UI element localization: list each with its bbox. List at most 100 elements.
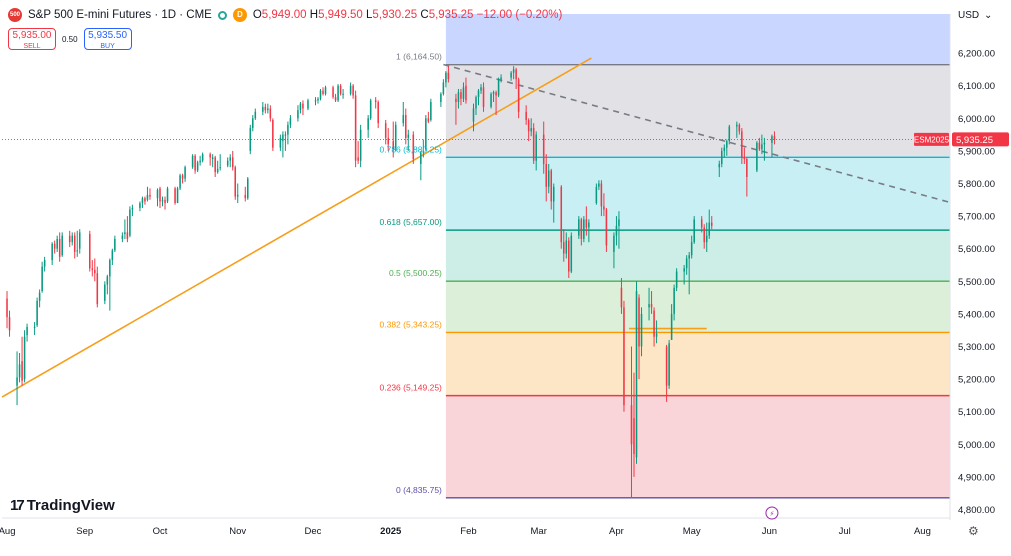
candle [721, 147, 723, 168]
price-tick-label: 5,800.00 [958, 179, 995, 190]
candle [284, 131, 287, 151]
candle [144, 196, 146, 205]
candle-body [595, 186, 598, 204]
candle-body [542, 134, 545, 164]
candle [201, 152, 204, 163]
spread-value: 0.50 [62, 34, 78, 44]
candle [392, 121, 395, 158]
candle [267, 103, 269, 114]
candle [18, 353, 21, 383]
candle-body [71, 235, 73, 243]
price-tick-label: 5,600.00 [958, 244, 995, 255]
candle [139, 201, 141, 212]
candle-body [600, 183, 603, 207]
candle-body [314, 100, 317, 102]
candle [307, 98, 309, 111]
buy-button[interactable]: 5,935.50 BUY [83, 28, 132, 50]
candle-body [465, 85, 467, 101]
candle [723, 144, 726, 158]
time-tick-label: Apr [609, 526, 624, 537]
candle-body [279, 137, 282, 148]
candle [111, 248, 114, 265]
gear-icon[interactable]: ⚙ [968, 524, 979, 538]
candle [440, 92, 442, 107]
candle [547, 163, 550, 194]
candle [688, 251, 690, 295]
candle [600, 180, 603, 217]
candle [460, 88, 462, 106]
delay-badge[interactable]: D [232, 8, 247, 22]
candle-body [146, 194, 149, 200]
candle-body [405, 115, 407, 138]
candle [176, 186, 179, 204]
candle [490, 92, 492, 109]
candle [146, 186, 149, 202]
time-axis[interactable]: Aug Sep Oct Nov Dec 2025 Feb Mar Apr May Jun Jul Aug… [0, 506, 950, 537]
candle [595, 183, 598, 205]
candle [279, 134, 282, 151]
candle-body [675, 271, 678, 288]
candle-body [337, 85, 339, 101]
currency-label[interactable]: USD [958, 10, 980, 21]
time-tick-label: Jun [762, 526, 777, 537]
price-tick-label: 6,100.00 [958, 81, 995, 92]
candle-body [109, 260, 111, 277]
candle-body [41, 266, 43, 292]
candle [718, 160, 721, 177]
candle [633, 372, 635, 477]
candle-body [394, 124, 397, 148]
candle [23, 330, 26, 383]
candle-body [354, 95, 357, 161]
candle [289, 115, 292, 129]
candle-body [139, 203, 141, 208]
chevron-down-icon[interactable]: ⌄ [984, 10, 993, 21]
price-tick-label: 6,200.00 [958, 49, 995, 60]
candle [613, 232, 615, 269]
candle-body [500, 77, 502, 80]
price-axis[interactable]: 4,800.00 4,900.00 5,000.00 5,100.00 5,200.00… [914, 0, 1011, 556]
candle-body [425, 118, 427, 150]
candle [317, 97, 319, 104]
fib-level-label-0.786: 0.786 (5,880.25) [380, 144, 443, 154]
candle-body [209, 154, 211, 158]
candle [236, 183, 239, 204]
candle [422, 139, 425, 158]
candle [89, 230, 91, 272]
candle-body [633, 418, 635, 455]
symbol-title[interactable]: S&P 500 E-mini Futures · 1D · CME [28, 9, 212, 21]
candle-body [736, 124, 738, 127]
candle-body [369, 100, 372, 119]
candle-body [264, 106, 267, 111]
candle-body [670, 313, 673, 340]
candle [61, 232, 63, 257]
candle-body [585, 219, 588, 228]
candle [542, 121, 545, 174]
candle [159, 186, 161, 208]
candle-body [334, 97, 337, 101]
fibonacci-retracement[interactable] [445, 14, 950, 499]
candle [515, 67, 517, 89]
candle [377, 100, 379, 129]
candle [254, 108, 257, 120]
sell-button[interactable]: 5,935.00 SELL [8, 28, 56, 50]
candle [196, 160, 199, 173]
candle-body [332, 87, 334, 98]
candle-body [690, 242, 693, 256]
candle [492, 90, 495, 103]
candle-body [129, 209, 131, 236]
symbol-badge-box [914, 132, 949, 146]
candle-body [442, 82, 445, 94]
candle [299, 102, 302, 114]
candlestick-series [6, 66, 776, 499]
fib-level-label-0.236: 0.236 (5,149.25) [380, 383, 443, 393]
candle-body [728, 126, 731, 142]
candle [427, 111, 430, 124]
candle-body [51, 243, 53, 261]
candle-body [78, 232, 81, 249]
candle-body [96, 273, 99, 305]
candle-body [231, 157, 234, 168]
candle [181, 173, 184, 184]
candle-body [384, 123, 387, 138]
candle-body [640, 313, 643, 347]
